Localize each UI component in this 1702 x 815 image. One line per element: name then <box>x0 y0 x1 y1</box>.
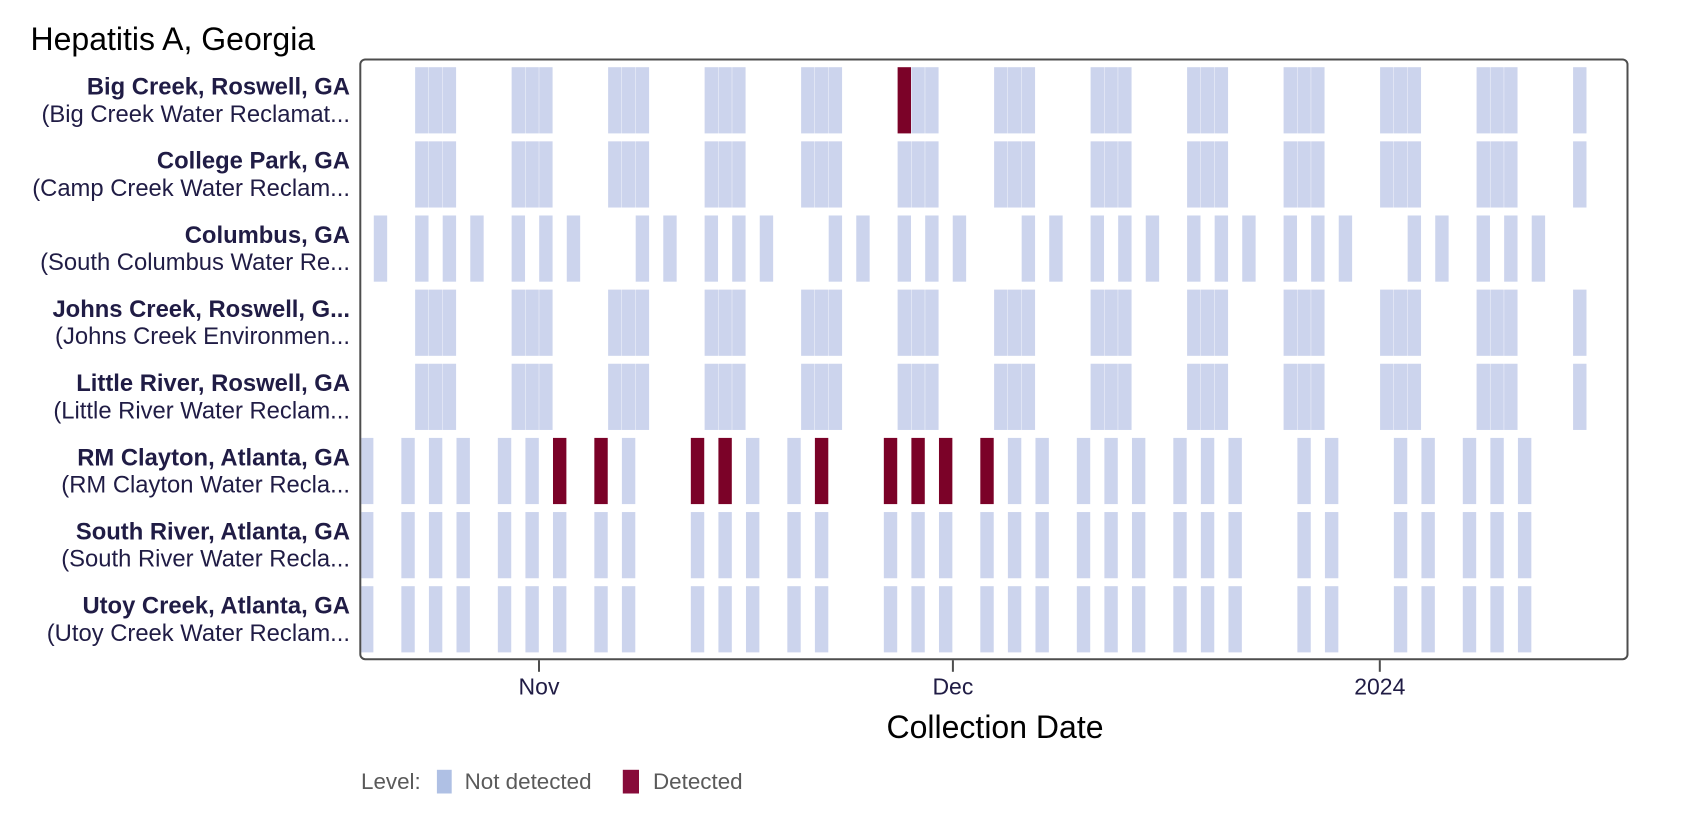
svg-text:Detected: Detected <box>653 769 743 794</box>
svg-text:Nov: Nov <box>519 674 560 700</box>
svg-text:(Little River Water Reclam...: (Little River Water Reclam... <box>53 397 350 424</box>
svg-text:(South Columbus Water Re...: (South Columbus Water Re... <box>40 249 350 276</box>
svg-text:(Camp Creek Water Reclam...: (Camp Creek Water Reclam... <box>32 175 350 202</box>
svg-text:Hepatitis A, Georgia: Hepatitis A, Georgia <box>31 21 316 57</box>
svg-text:Johns Creek, Roswell, G...: Johns Creek, Roswell, G... <box>52 296 350 323</box>
svg-text:(RM Clayton Water Recla...: (RM Clayton Water Recla... <box>61 472 350 499</box>
svg-text:Utoy Creek, Atlanta, GA: Utoy Creek, Atlanta, GA <box>82 593 350 620</box>
svg-text:2024: 2024 <box>1354 674 1405 700</box>
svg-text:RM Clayton, Atlanta, GA: RM Clayton, Atlanta, GA <box>77 444 350 471</box>
svg-text:(South River Water Recla...: (South River Water Recla... <box>61 546 350 573</box>
svg-text:Collection Date: Collection Date <box>887 709 1104 745</box>
svg-text:(Utoy Creek Water Reclam...: (Utoy Creek Water Reclam... <box>47 620 350 647</box>
svg-text:(Johns Creek Environmen...: (Johns Creek Environmen... <box>55 323 350 350</box>
svg-text:South River, Atlanta, GA: South River, Atlanta, GA <box>76 518 350 545</box>
svg-text:Columbus, GA: Columbus, GA <box>185 222 350 249</box>
svg-text:Level:: Level: <box>361 769 421 794</box>
svg-text:College Park, GA: College Park, GA <box>157 148 350 175</box>
svg-text:(Big Creek Water Reclamat...: (Big Creek Water Reclamat... <box>41 101 350 128</box>
svg-text:Big Creek, Roswell, GA: Big Creek, Roswell, GA <box>87 74 350 101</box>
svg-text:Little River, Roswell, GA: Little River, Roswell, GA <box>76 370 350 397</box>
svg-text:Dec: Dec <box>932 674 973 700</box>
svg-text:Not detected: Not detected <box>465 769 592 794</box>
